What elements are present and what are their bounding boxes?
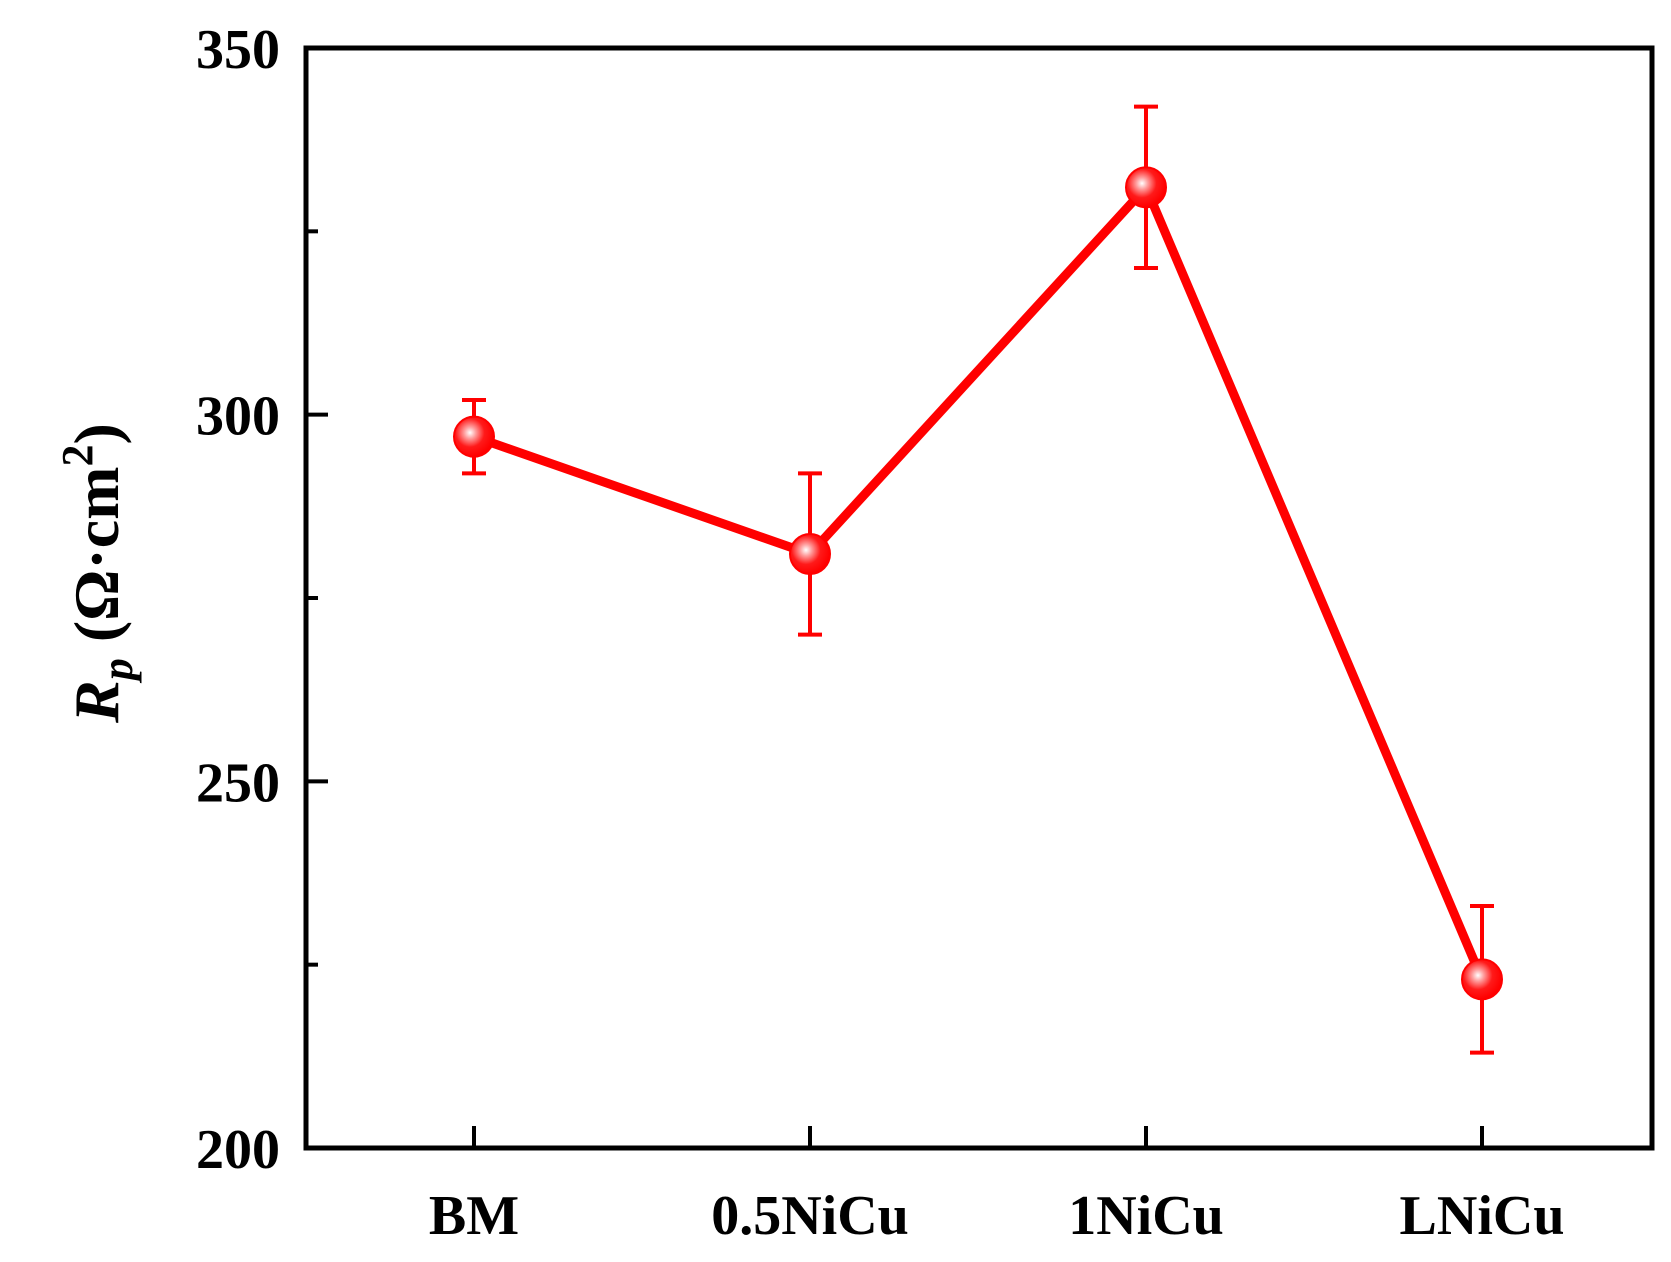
x-tick-labels: BM 0.5NiCu 1NiCu LNiCu <box>429 1185 1565 1247</box>
y-axis-unit-superscript: 2 <box>53 445 102 467</box>
y-axis-unit: (Ω·cm <box>61 467 132 659</box>
error-bars <box>462 104 1494 1055</box>
data-points <box>453 166 1503 1001</box>
y-axis-unit-close: ) <box>61 423 132 444</box>
axis-ticks <box>306 46 1484 1150</box>
series-line <box>472 182 1487 982</box>
data-point <box>453 415 495 458</box>
data-point <box>1125 166 1167 209</box>
x-tick-label: BM <box>429 1185 519 1247</box>
plot-frame <box>303 45 1655 1151</box>
data-point <box>1461 958 1503 1001</box>
y-tick-label: 250 <box>196 752 280 814</box>
data-point <box>789 533 831 575</box>
y-tick-label: 300 <box>196 386 280 448</box>
x-tick-label: 1NiCu <box>1068 1185 1224 1247</box>
y-tick-label: 200 <box>196 1119 280 1181</box>
x-tick-label: 0.5NiCu <box>711 1185 909 1247</box>
x-tick-label: LNiCu <box>1400 1185 1565 1247</box>
series-line-group <box>472 182 1487 982</box>
y-tick-label: 350 <box>196 19 280 81</box>
y-tick-labels: 200 250 300 350 <box>196 19 280 1181</box>
y-axis-symbol: R <box>61 680 132 724</box>
y-axis-subscript: p <box>93 658 142 684</box>
y-axis-title: Rp (Ω·cm2) <box>53 423 142 724</box>
